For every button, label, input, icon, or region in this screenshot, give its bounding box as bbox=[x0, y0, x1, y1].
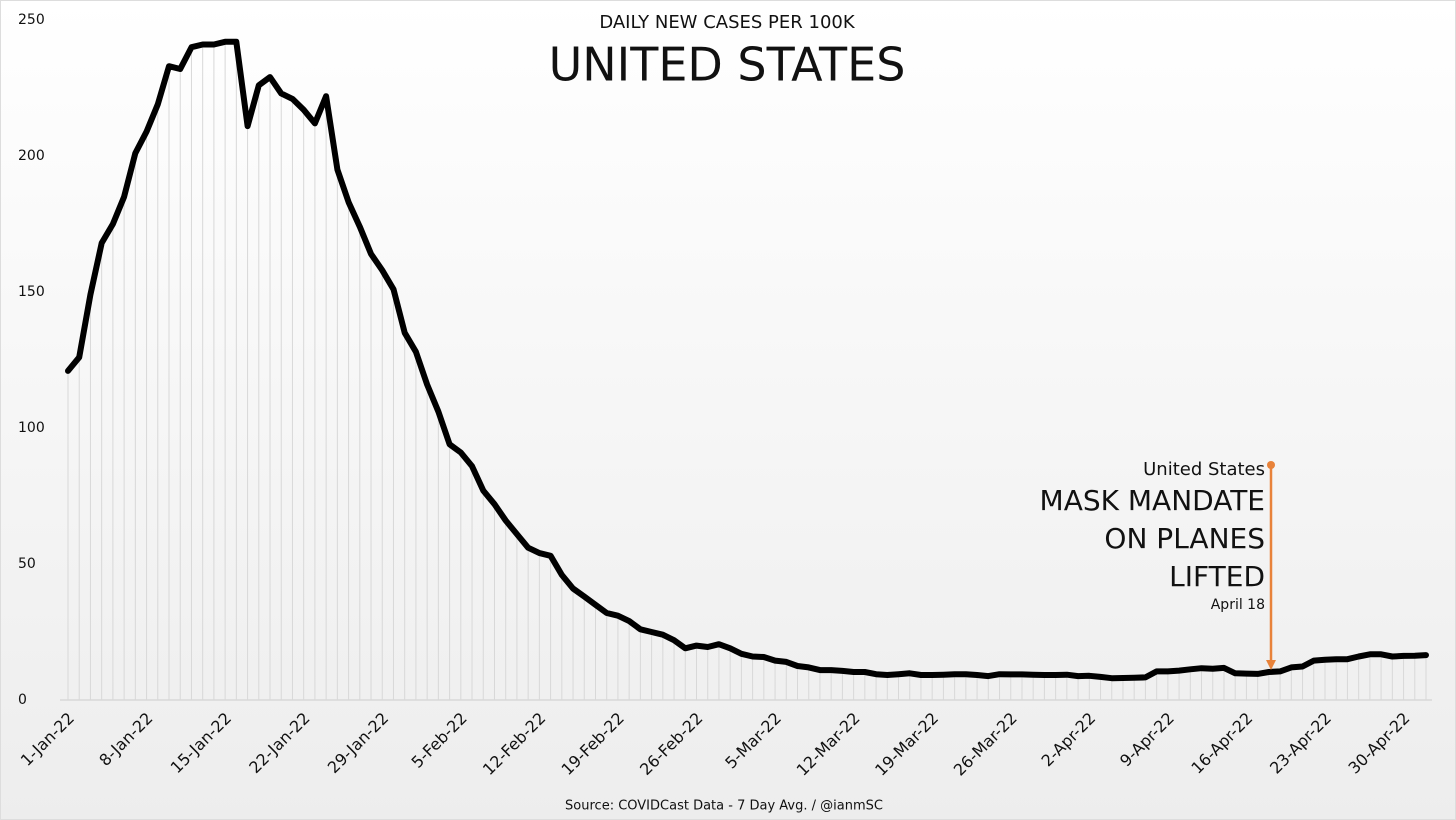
y-tick-label: 150 bbox=[18, 284, 45, 300]
annotation-label: United States bbox=[1143, 459, 1265, 480]
annotation-date: April 18 bbox=[1211, 597, 1265, 613]
source: Source: COVIDCast Data - 7 Day Avg. / @i… bbox=[565, 799, 883, 814]
y-tick-label: 200 bbox=[18, 148, 45, 164]
chart-subtitle: DAILY NEW CASES PER 100K bbox=[599, 12, 856, 33]
y-tick-label: 100 bbox=[18, 420, 45, 436]
annotation-line: MASK MANDATE bbox=[1040, 484, 1265, 517]
annotation-line: ON PLANES bbox=[1104, 522, 1265, 555]
chart-title: UNITED STATES bbox=[549, 38, 906, 92]
annotation-arrowhead bbox=[1266, 660, 1276, 670]
y-tick-label: 250 bbox=[18, 12, 45, 28]
y-tick-label: 50 bbox=[18, 556, 36, 572]
annotation-line: LIFTED bbox=[1169, 560, 1265, 593]
annotation-dot bbox=[1267, 461, 1275, 469]
line bbox=[65, 38, 1429, 682]
y-tick-label: 0 bbox=[18, 692, 27, 708]
